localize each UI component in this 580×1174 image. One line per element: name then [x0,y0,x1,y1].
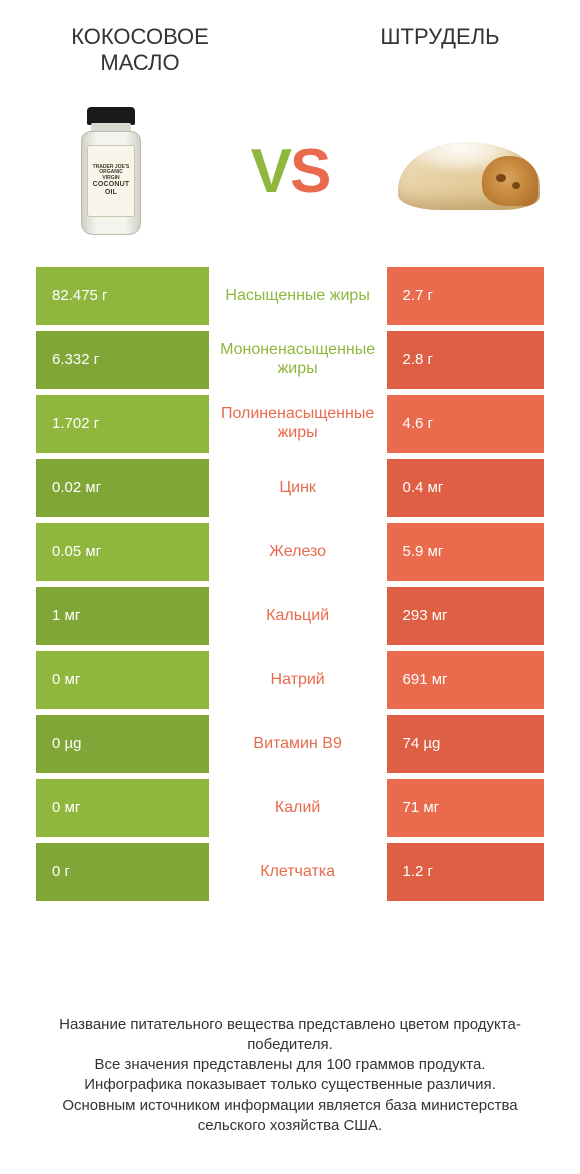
table-row: 6.332 гМононенасыщенные жиры2.8 г [36,331,544,389]
table-row: 0.05 мгЖелезо5.9 мг [36,523,544,581]
right-value: 2.8 г [387,331,544,389]
right-product-title: Штрудель [340,24,540,77]
left-value: 0.02 мг [36,459,209,517]
left-value: 0 мг [36,779,209,837]
right-value: 2.7 г [387,267,544,325]
strudel-icon [394,124,544,219]
images-row: TRADER JOE'S ORGANIC VIRGIN COCONUT OIL … [0,87,580,267]
table-row: 0.02 мгЦинк0.4 мг [36,459,544,517]
coconut-oil-jar-icon: TRADER JOE'S ORGANIC VIRGIN COCONUT OIL [79,107,143,237]
right-value: 691 мг [387,651,544,709]
left-product-image: TRADER JOE'S ORGANIC VIRGIN COCONUT OIL [36,97,186,247]
left-value: 82.475 г [36,267,209,325]
jar-label: TRADER JOE'S ORGANIC VIRGIN COCONUT OIL [87,145,135,217]
jar-label-line: COCONUT [93,181,130,189]
vs-letter-s: S [290,136,329,207]
nutrient-label: Насыщенные жиры [209,267,387,325]
nutrient-label: Калий [209,779,387,837]
left-value: 1 мг [36,587,209,645]
left-value: 0 µg [36,715,209,773]
right-value: 293 мг [387,587,544,645]
vs-letter-v: V [251,136,290,207]
footer-line: Все значения представлены для 100 граммо… [36,1055,544,1075]
comparison-table: 82.475 гНасыщенные жиры2.7 г 6.332 гМонон… [36,267,544,901]
nutrient-label: Кальций [209,587,387,645]
footer-notes: Название питательного вещества представл… [36,1015,544,1137]
nutrient-label: Полиненасыщенные жиры [209,395,387,453]
left-value: 0.05 мг [36,523,209,581]
table-row: 1 мгКальций293 мг [36,587,544,645]
header: Кокосовое масло Штрудель [0,0,580,87]
nutrient-label: Натрий [209,651,387,709]
right-value: 4.6 г [387,395,544,453]
footer-line: Инфографика показывает только существенн… [36,1075,544,1095]
table-row: 0 µgВитамин B974 µg [36,715,544,773]
left-value: 6.332 г [36,331,209,389]
table-row: 0 мгКалий71 мг [36,779,544,837]
left-value: 1.702 г [36,395,209,453]
table-row: 0 мгНатрий691 мг [36,651,544,709]
right-value: 1.2 г [387,843,544,901]
left-value: 0 мг [36,651,209,709]
right-value: 71 мг [387,779,544,837]
table-row: 0 гКлетчатка1.2 г [36,843,544,901]
footer-line: Основным источником информации является … [36,1096,544,1137]
right-product-image [394,97,544,247]
right-value: 0.4 мг [387,459,544,517]
footer-line: Название питательного вещества представл… [36,1015,544,1056]
jar-label-line: OIL [105,189,117,197]
left-product-title: Кокосовое масло [40,24,240,77]
nutrient-label: Витамин B9 [209,715,387,773]
right-value: 74 µg [387,715,544,773]
left-value: 0 г [36,843,209,901]
nutrient-label: Клетчатка [209,843,387,901]
nutrient-label: Железо [209,523,387,581]
right-value: 5.9 мг [387,523,544,581]
table-row: 1.702 гПолиненасыщенные жиры4.6 г [36,395,544,453]
nutrient-label: Цинк [209,459,387,517]
table-row: 82.475 гНасыщенные жиры2.7 г [36,267,544,325]
nutrient-label: Мононенасыщенные жиры [209,331,387,389]
vs-label: VS [251,136,330,207]
